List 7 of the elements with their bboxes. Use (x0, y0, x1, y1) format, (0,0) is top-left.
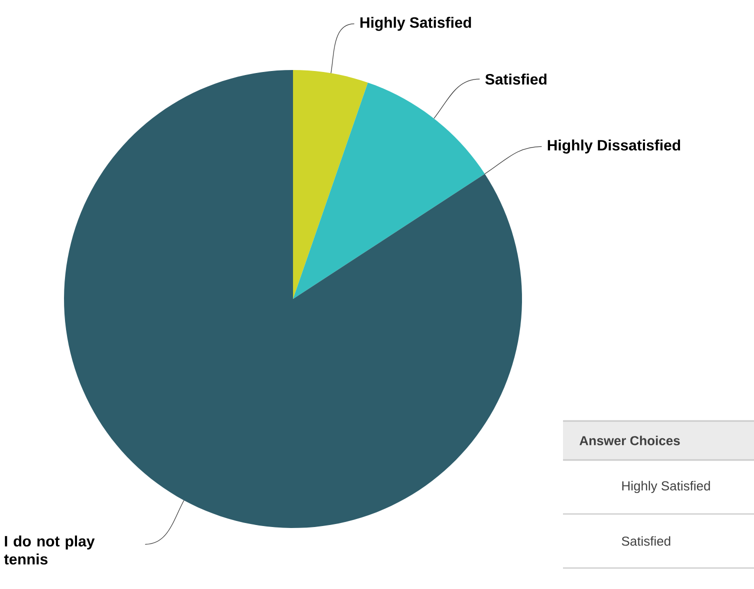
text: Satisfied (622, 536, 670, 546)
text: Highly Satisfied (622, 480, 710, 494)
text: Answer Choices (580, 436, 680, 446)
slice-label: I do not play tennis (4, 536, 95, 565)
slice-label: Satisfied (485, 74, 546, 85)
slice-label: Highly Satisfied (360, 16, 471, 31)
category-label: Highly Dissatisfied (548, 140, 680, 154)
